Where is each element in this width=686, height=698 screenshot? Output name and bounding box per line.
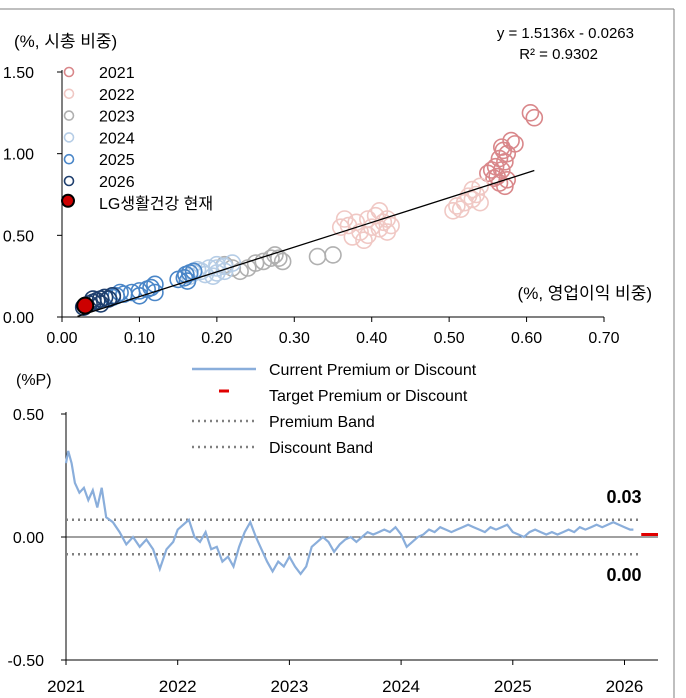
legend-label: 2026 <box>99 174 135 191</box>
scatter-axes: 0.00 0.50 1.00 1.50 0.00 0.10 0.20 0.30 0.40 0.50… <box>3 65 620 347</box>
legend-marker-2022 <box>63 88 75 100</box>
trend-equation: y = 1.5136x - 0.0263 <box>497 25 634 42</box>
current-premium-series-line <box>64 450 634 576</box>
scatter-chart: (%, 시총 비중) y = 1.5136x - 0.0263 R² = 0.9… <box>3 25 652 347</box>
scatter-point-2021 <box>525 108 544 127</box>
legend-marker-2024 <box>63 132 75 143</box>
line-legend-label: Target Premium or Discount <box>269 388 468 405</box>
scatter-y-tick-label: 1.00 <box>3 147 34 164</box>
scatter-point-2025 <box>130 286 149 305</box>
scatter-point-2024 <box>208 255 226 274</box>
line-y-tick-label: -0.50 <box>8 653 45 670</box>
scatter-x-tick-label: 0.30 <box>279 330 310 347</box>
scatter-point-2025 <box>169 270 187 289</box>
line-y-tick-label: 0.50 <box>13 407 44 424</box>
scatter-point-2021 <box>492 161 511 179</box>
legend-label: 2021 <box>99 65 135 82</box>
legend-label: 2024 <box>99 130 135 147</box>
line-x-tick-label: 2023 <box>270 677 308 696</box>
scatter-y-tick-label: 1.50 <box>3 65 34 82</box>
scatter-legend: 2021 2022 2023 2024 2025 2026 LG생활건강 현재 <box>61 65 213 213</box>
scatter-points <box>74 104 544 317</box>
scatter-point-2022 <box>463 180 482 199</box>
line-x-tick-label: 2024 <box>382 677 420 696</box>
scatter-x-tick-label: 0.70 <box>588 330 619 347</box>
line-ylabel: (%P) <box>16 372 52 389</box>
line-legend: Current Premium or Discount Target Premiu… <box>192 362 477 457</box>
scatter-point-2021 <box>479 164 497 183</box>
line-x-tick-label: 2026 <box>606 677 644 696</box>
legend-marker-2025 <box>63 153 75 165</box>
scatter-x-tick-label: 0.00 <box>46 330 77 347</box>
scatter-point-2022 <box>355 231 373 250</box>
scatter-point-2022 <box>331 218 350 236</box>
legend-label: 2025 <box>99 152 135 169</box>
trendline <box>77 169 535 317</box>
scatter-point-2025 <box>175 268 194 287</box>
scatter-x-tick-label: 0.60 <box>511 330 542 347</box>
scatter-point-2022 <box>463 190 482 209</box>
line-x-tick-label: 2022 <box>159 677 197 696</box>
scatter-xlabel: (%, 영업이익 비중) <box>518 284 652 303</box>
scatter-point-2021 <box>490 174 509 192</box>
trend-r2: R² = 0.9302 <box>519 46 598 63</box>
scatter-point-2022 <box>378 223 397 241</box>
line-y-tick-label: 0.00 <box>13 530 44 547</box>
scatter-point-2024 <box>208 264 226 282</box>
scatter-point-2023 <box>262 249 280 268</box>
scatter-point-2023 <box>324 246 342 264</box>
scatter-point-2023 <box>273 252 292 271</box>
scatter-point-2022 <box>471 193 489 212</box>
line-x-tick-label: 2021 <box>47 677 85 696</box>
current-value-label: 0.03 <box>606 487 641 507</box>
scatter-point-2023 <box>254 252 273 271</box>
line-legend-label: Current Premium or Discount <box>269 362 477 379</box>
scatter-y-tick-label: 0.50 <box>3 228 34 245</box>
scatter-point-2025 <box>178 272 197 290</box>
legend-marker-current <box>61 193 75 208</box>
scatter-point-2022 <box>448 197 466 215</box>
line-x-tick-label: 2025 <box>494 677 532 696</box>
scatter-x-tick-label: 0.20 <box>201 330 232 347</box>
scatter-y-tick-label: 0.00 <box>3 310 34 327</box>
line-legend-label: Premium Band <box>269 414 375 431</box>
legend-marker-2021 <box>63 66 75 78</box>
premium-line-chart: (%P) Current Premium or Discount Target P… <box>8 362 658 696</box>
scatter-ylabel: (%, 시총 비중) <box>14 32 117 51</box>
scatter-point-2022 <box>444 202 462 220</box>
legend-label: LG생활건강 현재 <box>99 195 213 213</box>
scatter-point-2023 <box>308 247 327 266</box>
legend-marker-2026 <box>63 175 75 187</box>
legend-marker-2023 <box>63 110 75 121</box>
legend-label: 2023 <box>99 109 135 126</box>
line-series <box>64 450 658 576</box>
target-value-label: 0.00 <box>606 565 641 585</box>
scatter-point-2022 <box>362 218 381 236</box>
current-point-marker <box>76 296 95 315</box>
legend-label: 2022 <box>99 87 135 104</box>
scatter-point-2021 <box>482 161 501 179</box>
scatter-point-2021 <box>521 104 540 122</box>
line-legend-label: Discount Band <box>269 440 373 457</box>
scatter-x-tick-label: 0.40 <box>356 330 387 347</box>
scatter-x-tick-label: 0.10 <box>124 330 155 347</box>
scatter-point-2022 <box>335 210 354 228</box>
scatter-point-2022 <box>451 200 470 218</box>
scatter-point-2022 <box>467 185 486 204</box>
scatter-point-2022 <box>370 220 389 238</box>
scatter-x-tick-label: 0.50 <box>434 330 465 347</box>
scatter-point-2026 <box>103 286 122 305</box>
scatter-point-2021 <box>496 153 514 171</box>
scatter-point-2022 <box>370 202 389 220</box>
